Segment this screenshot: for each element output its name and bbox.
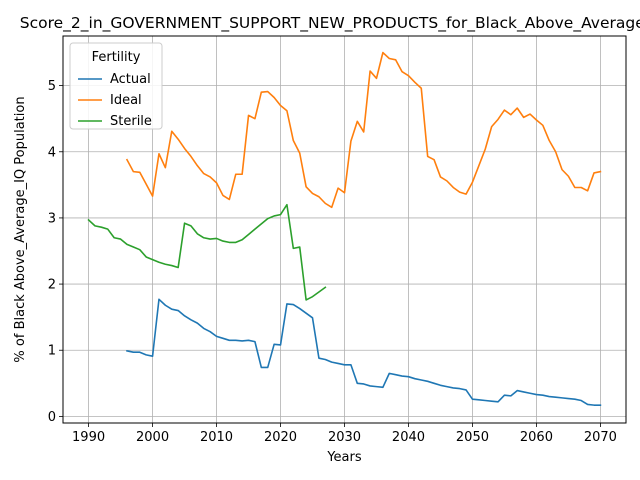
x-tick-label: 2010 <box>200 430 233 445</box>
y-axis-label: % of Black Above_Average_IQ Population <box>13 96 28 362</box>
legend-label-ideal: Ideal <box>110 93 142 108</box>
series-layer <box>87 51 602 406</box>
y-tick-label: 4 <box>48 145 56 160</box>
x-tick-label: 1990 <box>72 430 105 445</box>
x-tick-label: 2030 <box>328 430 361 445</box>
x-tick-label: 2060 <box>520 430 553 445</box>
x-tick-label: 2040 <box>392 430 425 445</box>
y-tick-label: 5 <box>48 79 56 94</box>
grid-lines <box>63 36 626 423</box>
y-tick-label: 3 <box>48 211 56 226</box>
legend-title: Fertility <box>92 50 141 65</box>
axis-ticks: 1990 2000 2010 2020 2030 2040 2050 2060 2070 0 1 2 3… <box>48 79 617 445</box>
legend-label-sterile: Sterile <box>110 114 152 129</box>
x-tick-label: 2050 <box>456 430 489 445</box>
x-axis-label: Years <box>326 450 362 465</box>
legend: Fertility Actual Ideal Sterile <box>69 42 163 130</box>
x-tick-label: 2000 <box>136 430 169 445</box>
chart-title: Score_2_in_GOVERNMENT_SUPPORT_NEW_PRODUC… <box>20 14 640 33</box>
y-tick-label: 2 <box>48 278 56 293</box>
x-tick-label: 2070 <box>584 430 617 445</box>
legend-box <box>69 42 163 130</box>
series-line-actual <box>126 298 602 406</box>
x-tick-label: 2020 <box>264 430 297 445</box>
y-tick-label: 0 <box>48 410 56 425</box>
series-line-ideal <box>125 51 602 209</box>
y-tick-label: 1 <box>48 344 56 359</box>
series-line-sterile <box>87 203 327 301</box>
legend-label-actual: Actual <box>110 72 151 87</box>
